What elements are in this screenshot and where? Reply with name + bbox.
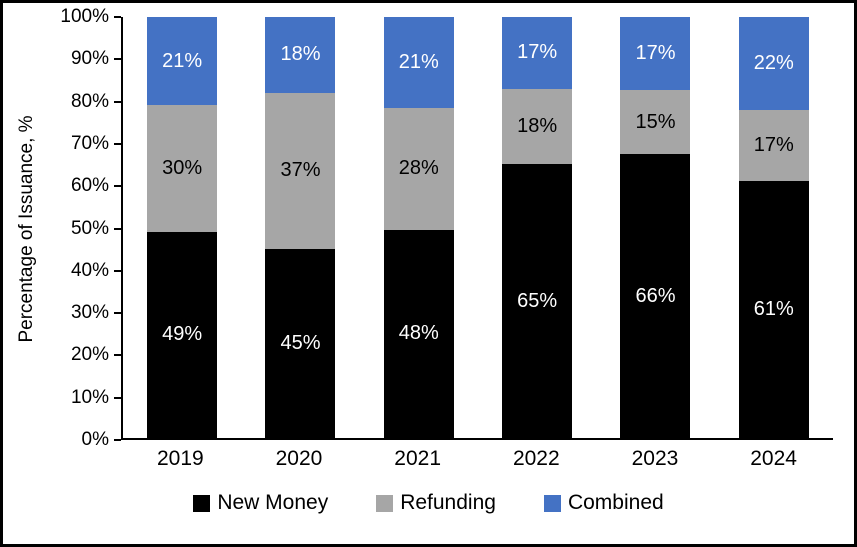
x-tick-label: 2023 [631,447,679,470]
y-tick-mark [114,185,121,188]
bar-segment-combined-2024: 22% [738,17,809,110]
y-tick-mark [114,100,121,103]
y-tick-label: 40% [70,259,109,281]
bar-segment-new-money-2021: 48% [383,229,454,438]
legend-swatch-refunding [376,494,394,512]
y-tick-mark [114,58,121,61]
bars-row: 21% 30% 49% 18% 37% 45% 21% 28% 48% 17% 18% 65% 17% 1… [123,17,833,438]
y-tick-mark [114,269,121,272]
bar-segment-refunding-2019: 30% [147,105,218,232]
segment-label: 21% [162,49,203,72]
x-tick-label: 2024 [750,447,797,470]
bar-segment-refunding-2021: 28% [383,108,454,230]
segment-label: 15% [635,110,676,133]
legend-item-refunding: Refunding [376,491,496,515]
segment-label: 21% [398,51,439,74]
y-tick-label: 50% [70,217,109,239]
segment-label: 22% [753,51,794,74]
legend-item-combined: Combined [543,491,664,515]
y-tick-mark [114,16,121,18]
legend-label: Refunding [400,491,496,514]
bar-2024: 22% 17% 61% [738,17,809,438]
segment-label: 17% [635,42,676,65]
y-tick-mark [114,312,121,315]
y-tick-label: 20% [70,344,109,366]
plot-area: 21% 30% 49% 18% 37% 45% 21% 28% 48% 17% 18% 65% 17% 1… [121,17,833,440]
bar-segment-new-money-2019: 49% [147,231,218,438]
segment-label: 18% [517,114,558,137]
segment-label: 49% [162,323,203,346]
y-tick-label: 0% [81,429,109,450]
bar-2023: 17% 15% 66% [620,17,691,438]
bar-2021: 21% 28% 48% [383,17,454,438]
segment-label: 17% [753,133,794,156]
y-tick-label: 100% [60,6,109,27]
legend-item-new-money: New Money [193,491,328,515]
segment-label: 48% [398,322,439,345]
bar-segment-combined-2022: 17% [502,17,573,89]
bar-segment-refunding-2020: 37% [265,92,336,249]
y-tick-label: 90% [70,48,109,70]
bar-segment-combined-2020: 18% [265,17,336,93]
y-tick-label: 30% [70,302,109,324]
legend-swatch-new-money [193,494,211,512]
segment-label: 17% [517,41,558,64]
y-tick-mark [114,142,121,145]
segment-label: 28% [398,157,439,180]
legend-label: New Money [217,491,329,514]
segment-label: 37% [280,159,321,182]
bar-segment-combined-2023: 17% [620,17,691,91]
bar-segment-combined-2019: 21% [147,17,218,106]
bar-2022: 17% 18% 65% [502,17,573,438]
bar-segment-combined-2021: 21% [383,17,454,109]
y-tick-mark [114,396,121,399]
y-tick-label: 70% [70,132,109,154]
bar-segment-refunding-2022: 18% [502,88,573,165]
bar-segment-new-money-2024: 61% [738,181,809,438]
y-tick-mark [114,227,121,230]
legend-label: Combined [567,491,664,514]
segment-label: 18% [280,43,321,66]
bar-segment-new-money-2020: 45% [265,248,336,438]
x-axis-labels: 2019 2020 2021 2022 2023 2024 [121,447,833,471]
bar-segment-new-money-2023: 66% [620,154,691,438]
x-tick-label: 2019 [156,447,204,470]
legend-swatch-combined [543,494,561,512]
y-tick-mark [114,439,121,441]
y-tick-mark [114,354,121,357]
y-tick-label: 60% [70,175,109,197]
segment-label: 65% [517,289,558,312]
bar-segment-refunding-2024: 17% [738,109,809,182]
bar-segment-refunding-2023: 15% [620,90,691,155]
segment-label: 66% [635,284,676,307]
bar-2020: 18% 37% 45% [265,17,336,438]
x-tick-label: 2021 [394,447,441,470]
x-tick-label: 2022 [512,447,560,470]
x-tick-label: 2020 [275,447,323,470]
legend: New Money Refunding Combined [3,491,854,515]
segment-label: 61% [753,298,794,321]
segment-label: 45% [280,331,321,354]
bar-segment-new-money-2022: 65% [502,164,573,438]
y-tick-label: 10% [70,386,109,408]
y-tick-label: 80% [70,90,109,112]
bar-2019: 21% 30% 49% [147,17,218,438]
segment-label: 30% [162,157,203,180]
